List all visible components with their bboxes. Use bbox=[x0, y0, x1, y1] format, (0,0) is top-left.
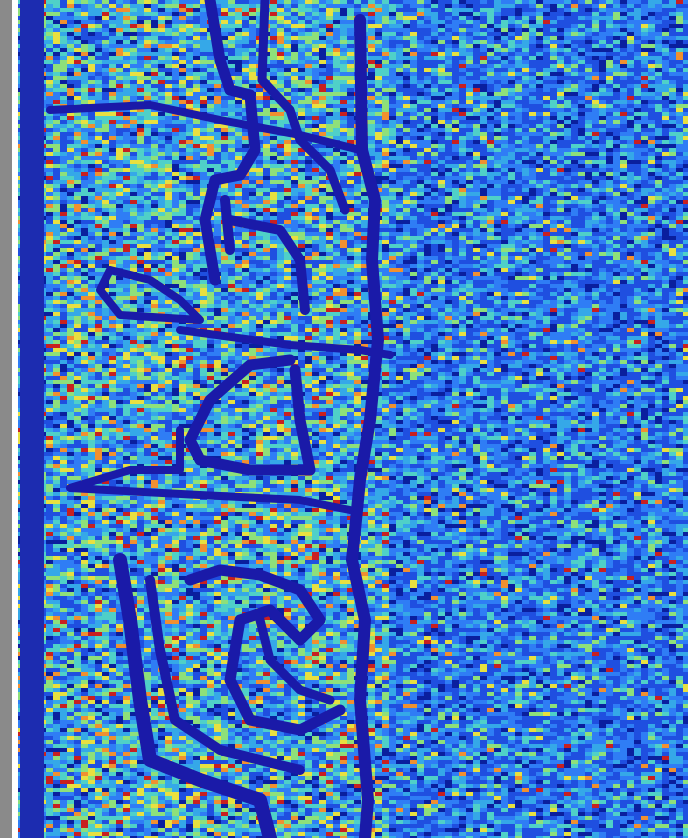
dark-column bbox=[20, 0, 44, 838]
heatmap-image bbox=[0, 0, 688, 838]
left-border bbox=[0, 0, 12, 838]
noise-cells bbox=[18, 0, 688, 838]
border-gap bbox=[12, 0, 18, 838]
page: (() => { const svg = document.getElement… bbox=[0, 0, 688, 838]
